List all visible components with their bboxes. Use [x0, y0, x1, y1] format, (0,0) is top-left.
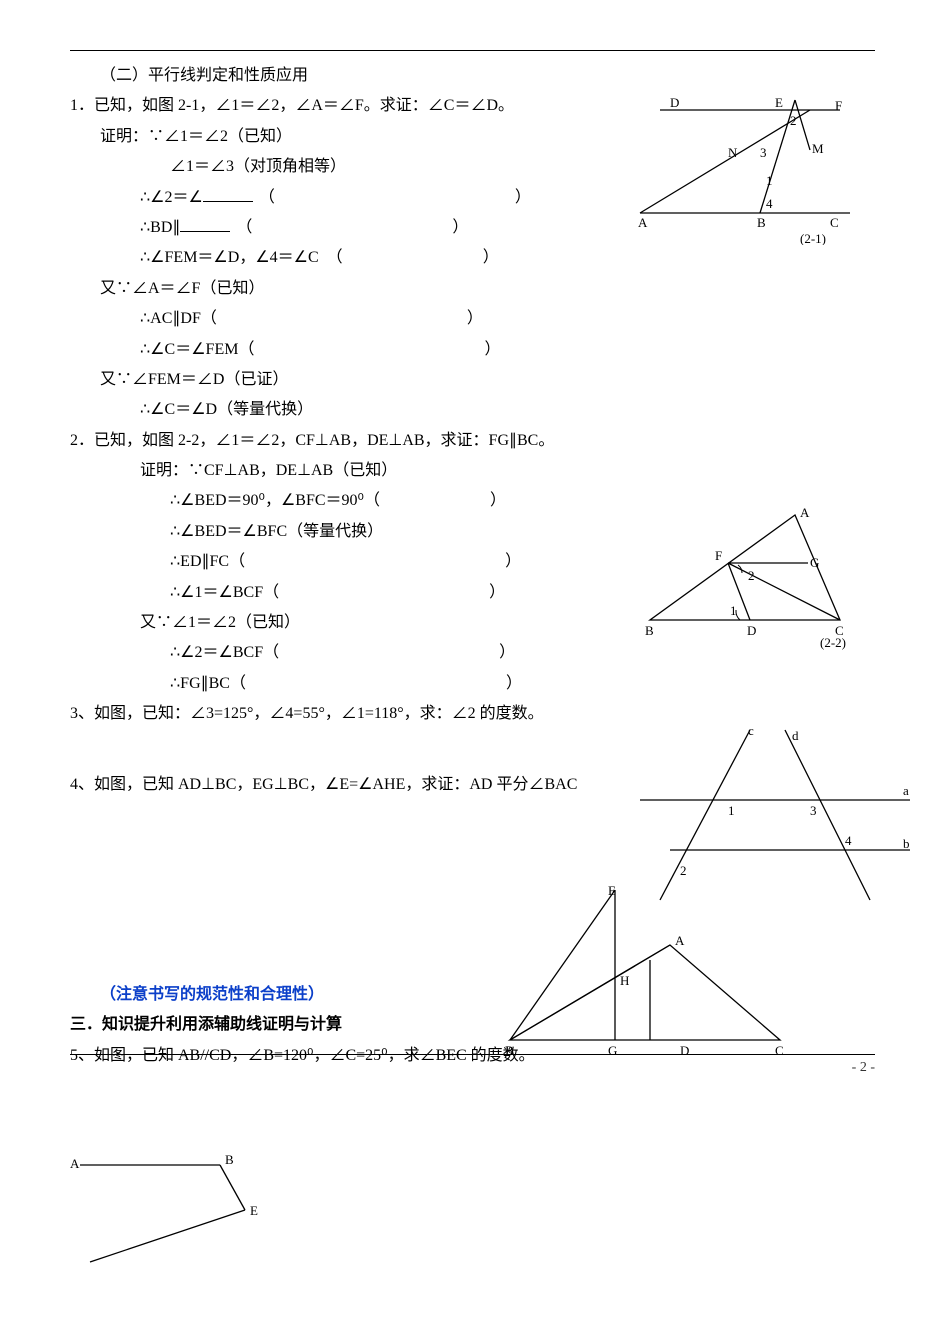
- lbl-b: b: [903, 836, 910, 851]
- q1-text-7: ∴∠C＝∠FEM（: [140, 341, 254, 358]
- lbl-1: 1: [730, 603, 737, 618]
- q1-text-3: ∴BD∥: [140, 219, 180, 236]
- lbl-2: 2: [790, 113, 797, 128]
- q2-prompt: 2．已知，如图 2-2，∠1＝∠2，CF⊥AB，DE⊥AB，求证：FG∥BC。: [70, 426, 875, 456]
- figure-2-1-svg: D E F 2 N 3 M 1 4 A B C (2-1): [630, 95, 880, 245]
- lbl-N: N: [728, 145, 738, 160]
- lbl-A: A: [800, 505, 810, 520]
- lbl-F: F: [835, 98, 842, 113]
- lbl-a: a: [903, 783, 909, 798]
- lbl-C: C: [830, 215, 839, 230]
- figure-2-2: A F G 2 1 B D C (2-2): [630, 505, 880, 650]
- lbl-H: H: [620, 973, 629, 988]
- lbl-B: B: [225, 1152, 234, 1167]
- q1-blank-2: [180, 215, 230, 232]
- lbl-B: B: [645, 623, 654, 638]
- lbl-4: 4: [766, 196, 773, 211]
- q2-text-4: ∴∠1＝∠BCF（: [170, 584, 279, 601]
- q2-text-7: ∴FG∥BC（: [170, 675, 246, 692]
- figure-2-2-svg: A F G 2 1 B D C (2-2): [630, 505, 880, 650]
- q2-line-7: ∴FG∥BC（ ）: [170, 669, 875, 699]
- close-paren: ）: [452, 213, 468, 243]
- open-paren: （: [259, 189, 275, 206]
- section-2-heading: （二）平行线判定和性质应用: [100, 61, 875, 91]
- q1-blank-1: [203, 185, 253, 202]
- fig21-cap: (2-1): [800, 231, 826, 245]
- q1-line-5: 又∵∠A＝∠F（已知）: [100, 274, 875, 304]
- lbl-E: E: [608, 883, 616, 898]
- close-paren: ）: [483, 243, 499, 273]
- close-paren: ）: [499, 638, 515, 668]
- close-paren: ）: [515, 183, 531, 213]
- lbl-4: 4: [845, 833, 852, 848]
- close-paren: ）: [505, 547, 521, 577]
- q2-text-3: ∴ED∥FC（: [170, 553, 245, 570]
- q1-text-4: ∴∠FEM＝∠D，∠4＝∠C （: [140, 249, 343, 266]
- lbl-3: 3: [810, 803, 817, 818]
- close-paren: ）: [484, 335, 500, 365]
- top-rule: [70, 50, 875, 51]
- lbl-A: A: [70, 1156, 80, 1171]
- lbl-1: 1: [728, 803, 735, 818]
- lbl-E: E: [250, 1203, 258, 1218]
- lbl-c: c: [748, 723, 754, 738]
- figure-2-1: D E F 2 N 3 M 1 4 A B C (2-1): [630, 95, 880, 245]
- q1-line-7: ∴∠C＝∠FEM（ ）: [140, 335, 875, 365]
- figure-q4: E A H B G D C: [480, 880, 800, 1060]
- close-paren: ）: [506, 669, 522, 699]
- q1-line-6: ∴AC∥DF（ ）: [140, 304, 875, 334]
- figure-q5: A B E: [70, 1150, 290, 1270]
- lbl-A: A: [675, 933, 685, 948]
- q1-line-9: ∴∠C＝∠D（等量代换）: [140, 395, 875, 425]
- lbl-M: M: [812, 141, 824, 156]
- lbl-B: B: [757, 215, 766, 230]
- lbl-G: G: [810, 555, 819, 570]
- q2-line-0: 证明：∵CF⊥AB，DE⊥AB（已知）: [140, 456, 875, 486]
- q1-line-8: 又∵∠FEM＝∠D（已证）: [100, 365, 875, 395]
- close-paren: ）: [489, 578, 505, 608]
- lbl-A: A: [638, 215, 648, 230]
- q1-text-2: ∴∠2＝∠: [140, 189, 203, 206]
- close-paren: ）: [490, 486, 506, 516]
- lbl-3: 3: [760, 145, 767, 160]
- lbl-2: 2: [680, 863, 687, 878]
- open-paren: （: [236, 219, 252, 236]
- lbl-F: F: [715, 548, 722, 563]
- lbl-d: d: [792, 728, 799, 743]
- lbl-1: 1: [766, 173, 773, 188]
- fig22-cap: (2-2): [820, 635, 846, 650]
- q2-text-1: ∴∠BED＝90⁰，∠BFC＝90⁰（: [170, 492, 380, 509]
- page: （二）平行线判定和性质应用 1．已知，如图 2-1，∠1＝∠2，∠A＝∠F。求证…: [0, 0, 945, 1111]
- q1-line-4: ∴∠FEM＝∠D，∠4＝∠C （ ）: [140, 243, 875, 273]
- q1-text-6: ∴AC∥DF（: [140, 310, 217, 327]
- lbl-D: D: [747, 623, 756, 638]
- page-footer: - 2 -: [70, 1054, 875, 1082]
- lbl-2: 2: [748, 568, 755, 583]
- close-paren: ）: [467, 304, 483, 334]
- lbl-D: D: [670, 95, 679, 110]
- q2-text-6: ∴∠2＝∠BCF（: [170, 644, 279, 661]
- figure-q5-svg: A B E: [70, 1150, 290, 1270]
- figure-q4-svg: E A H B G D C: [480, 880, 800, 1060]
- lbl-E: E: [775, 95, 783, 110]
- page-number: - 2 -: [70, 1055, 875, 1082]
